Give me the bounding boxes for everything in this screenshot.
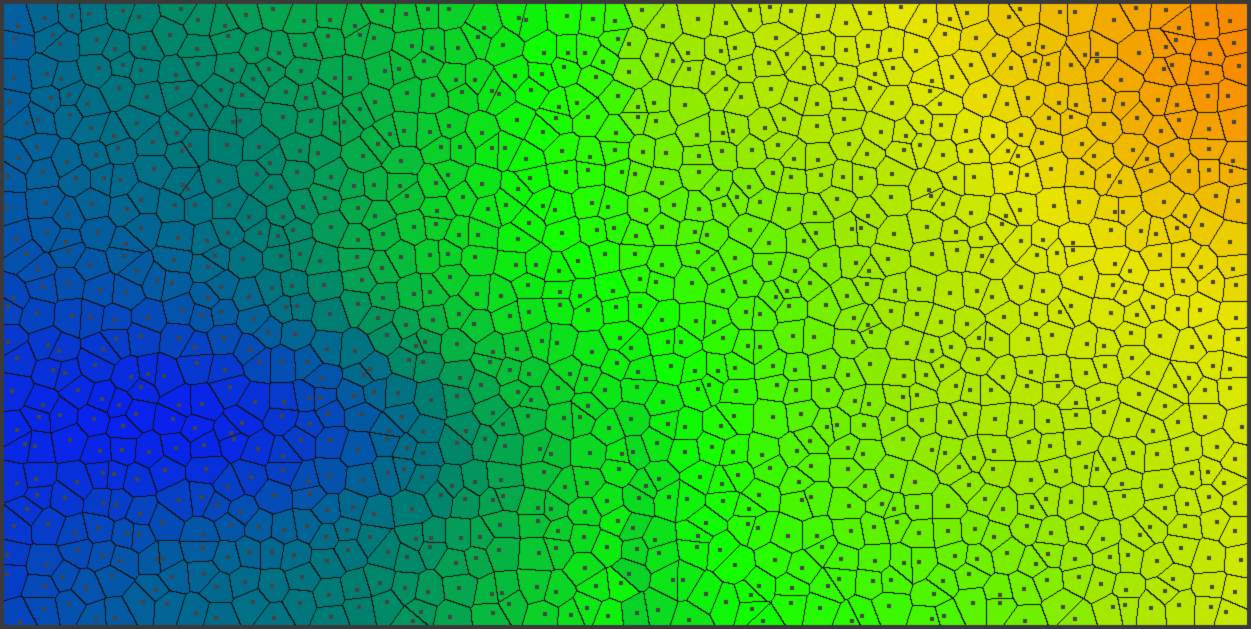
- voronoi-frame: [0, 0, 1251, 629]
- voronoi-diagram-canvas: [0, 0, 1251, 629]
